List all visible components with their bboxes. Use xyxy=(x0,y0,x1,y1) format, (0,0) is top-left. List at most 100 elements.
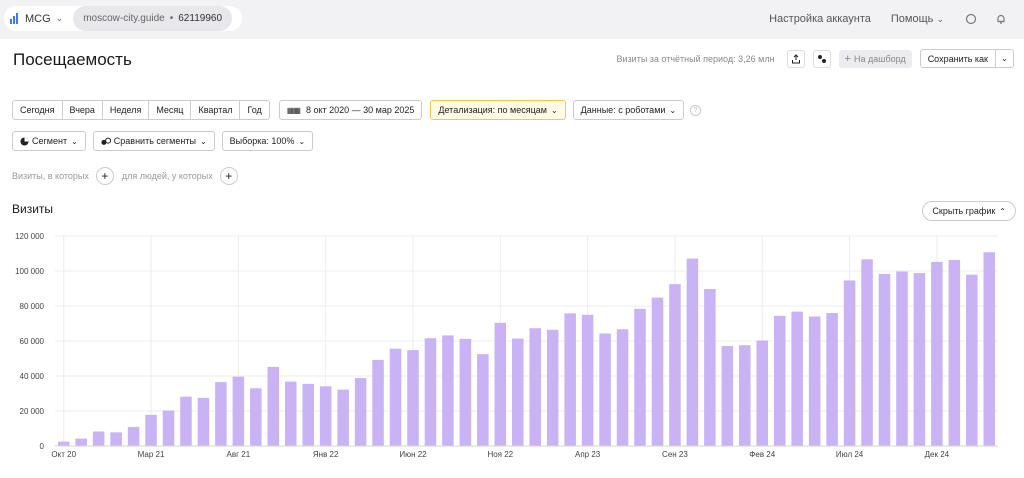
plus-icon: + xyxy=(844,52,851,65)
bar xyxy=(267,366,280,446)
bar xyxy=(57,441,70,446)
period-quarter[interactable]: Квартал xyxy=(191,101,241,119)
chart-title: Визиты xyxy=(12,202,54,216)
account-settings-link[interactable]: Настройка аккаунта xyxy=(769,13,871,25)
chevron-down-icon: ⌄ xyxy=(550,105,558,115)
export-button[interactable] xyxy=(786,49,805,68)
app-switcher[interactable]: MCG ⌄ xyxy=(4,6,72,31)
report-panel: Посещаемость Визиты за отчётный период: … xyxy=(0,39,1024,478)
add-visit-condition-button[interactable]: + xyxy=(95,167,114,185)
help-label: Помощь xyxy=(890,13,934,25)
bar xyxy=(529,328,541,446)
counter-selector[interactable]: MCG ⌄ moscow-city.guide • 62119960 xyxy=(4,6,242,31)
period-week[interactable]: Неделя xyxy=(103,101,150,119)
compare-label: Сравнить сегменты xyxy=(113,136,196,146)
x-tick-label: Июн 22 xyxy=(399,450,427,459)
period-today[interactable]: Сегодня xyxy=(13,101,63,119)
people-condition-label: для людей, у которых xyxy=(121,171,213,181)
bar xyxy=(319,386,332,446)
bar xyxy=(843,280,856,446)
y-tick-label: 20 000 xyxy=(20,407,45,416)
page-title: Посещаемость xyxy=(13,50,132,69)
period-month[interactable]: Месяц xyxy=(149,101,192,119)
detail-dropdown[interactable]: Детализация: по месяцам ⌄ xyxy=(430,100,566,120)
bar xyxy=(913,273,926,446)
calendar-icon: ▦▦ xyxy=(286,105,301,115)
period-selector: Сегодня Вчера Неделя Месяц Квартал Год xyxy=(12,100,270,120)
y-tick-label: 0 xyxy=(40,442,45,451)
site-counter[interactable]: moscow-city.guide • 62119960 xyxy=(73,6,232,31)
chat-icon[interactable] xyxy=(964,12,978,26)
bar xyxy=(337,389,349,446)
separator: • xyxy=(169,13,174,24)
sample-dropdown[interactable]: Выборка: 100% ⌄ xyxy=(221,131,314,151)
bar xyxy=(931,261,943,446)
save-as-label[interactable]: Сохранить как xyxy=(921,50,996,67)
bar xyxy=(389,348,402,446)
bar xyxy=(197,397,210,446)
x-tick-label: Июл 24 xyxy=(836,450,864,459)
bar xyxy=(477,354,489,446)
help-menu[interactable]: Помощь ⌄ xyxy=(891,13,944,25)
bar xyxy=(861,259,873,446)
y-tick-label: 120 000 xyxy=(15,232,44,241)
bar xyxy=(162,410,175,446)
compare-segments-dropdown[interactable]: Сравнить сегменты ⌄ xyxy=(92,131,215,151)
bar xyxy=(878,273,891,446)
detail-label: Детализация: по месяцам xyxy=(438,105,547,115)
x-tick-label: Дек 24 xyxy=(925,450,950,459)
bar xyxy=(407,350,419,446)
bell-icon[interactable] xyxy=(994,12,1008,26)
hide-chart-button[interactable]: Скрыть график ⌃ xyxy=(922,201,1016,221)
y-tick-label: 100 000 xyxy=(15,267,44,276)
bar xyxy=(616,329,629,446)
chevron-down-icon: ⌄ xyxy=(71,136,78,146)
counter-id: 62119960 xyxy=(178,13,222,24)
x-tick-label: Апр 23 xyxy=(575,450,601,459)
chevron-down-icon[interactable]: ⌄ xyxy=(1001,54,1008,63)
bar xyxy=(983,252,996,446)
data-label: Данные: с роботами xyxy=(580,105,666,115)
add-people-condition-button[interactable]: + xyxy=(219,167,238,185)
bar xyxy=(669,284,681,446)
bar xyxy=(756,340,769,446)
bar xyxy=(215,382,227,446)
api-button[interactable] xyxy=(812,49,831,68)
date-range-picker[interactable]: ▦▦ 8 окт 2020 — 30 мар 2025 xyxy=(278,100,423,120)
x-tick-label: Фев 24 xyxy=(749,450,775,459)
app-name: MCG xyxy=(25,12,51,25)
bar xyxy=(442,335,454,446)
save-as-button[interactable]: Сохранить как ⌄ xyxy=(919,49,1014,68)
chevron-down-icon: ⌄ xyxy=(936,14,944,24)
x-tick-label: Мар 21 xyxy=(138,450,165,459)
bar xyxy=(721,346,734,446)
bar xyxy=(75,438,87,446)
y-tick-label: 80 000 xyxy=(20,302,45,311)
y-tick-label: 40 000 xyxy=(20,372,45,381)
visits-condition-label: Визиты, в которых xyxy=(12,171,89,181)
bar xyxy=(826,313,838,446)
visits-total-note: Визиты за отчётный период: 3,26 млн xyxy=(616,53,775,64)
bar xyxy=(284,381,297,446)
bar xyxy=(110,432,122,446)
bar xyxy=(896,271,908,446)
help-icon[interactable]: ? xyxy=(690,104,702,116)
bar xyxy=(92,431,105,446)
add-to-dashboard-button[interactable]: + На дашборд xyxy=(838,49,912,68)
bar xyxy=(704,289,716,446)
y-tick-label: 60 000 xyxy=(20,337,45,346)
nodes-icon xyxy=(817,54,826,63)
period-year[interactable]: Год xyxy=(247,105,262,115)
segment-label: Сегмент xyxy=(32,136,68,146)
x-tick-label: Окт 20 xyxy=(51,450,76,459)
period-yesterday[interactable]: Вчера xyxy=(63,101,103,119)
dashboard-label: На дашборд xyxy=(853,53,906,64)
chevron-down-icon: ⌄ xyxy=(669,105,677,115)
bar xyxy=(634,308,646,446)
data-dropdown[interactable]: Данные: с роботами ⌄ xyxy=(572,100,685,120)
date-range-label: 8 окт 2020 — 30 мар 2025 xyxy=(305,105,415,115)
segment-dropdown[interactable]: Сегмент ⌄ xyxy=(12,131,86,151)
bar xyxy=(180,396,192,446)
export-icon xyxy=(791,53,800,63)
sample-label: Выборка: 100% xyxy=(229,136,295,146)
